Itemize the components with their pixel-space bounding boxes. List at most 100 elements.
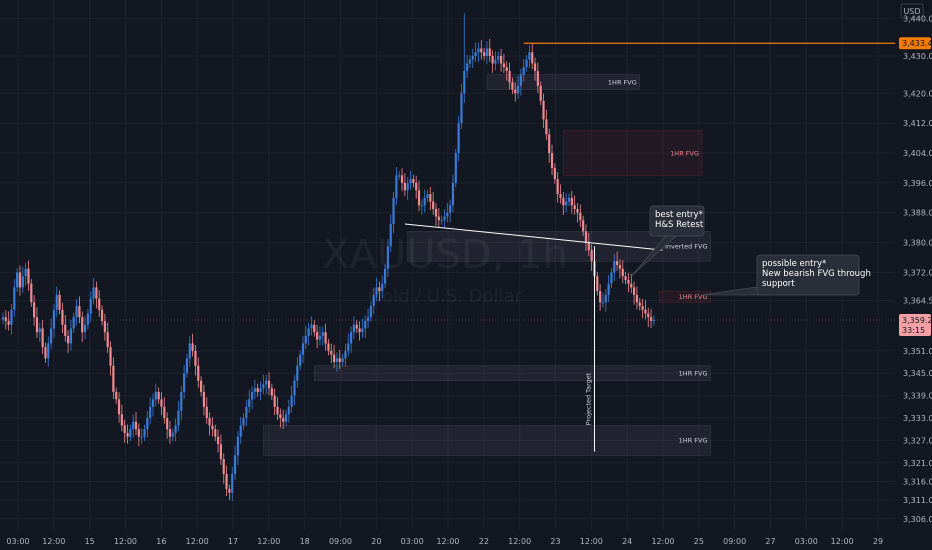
candlestick-series bbox=[1, 13, 655, 502]
candle-body bbox=[505, 67, 508, 71]
candle-body bbox=[27, 268, 30, 284]
candle-body bbox=[324, 332, 327, 344]
candle-body bbox=[273, 395, 276, 407]
candle-body bbox=[202, 391, 206, 407]
candle-body bbox=[468, 59, 472, 64]
candle-body bbox=[519, 74, 522, 86]
candle-body bbox=[403, 182, 406, 191]
candle-body bbox=[7, 320, 10, 325]
candle-body bbox=[228, 488, 231, 493]
time-tick-label: 15 bbox=[85, 537, 95, 546]
callout: best entry*H&S Retest bbox=[630, 205, 705, 277]
candle-body bbox=[349, 332, 353, 344]
candle-body bbox=[426, 194, 429, 198]
candle-body bbox=[61, 309, 64, 325]
candle-body bbox=[140, 436, 143, 438]
candle-body bbox=[533, 63, 537, 71]
price-tick-label: 3,430.00 bbox=[903, 52, 932, 61]
candle-body bbox=[239, 425, 242, 437]
fvg-zone-label: 1HR FVG bbox=[679, 293, 708, 301]
callout-text-line: possible entry* bbox=[762, 259, 826, 269]
candle-body bbox=[420, 205, 423, 207]
candle-body bbox=[282, 418, 285, 422]
candle-body bbox=[528, 52, 531, 60]
candle-body bbox=[355, 324, 358, 329]
candle-body bbox=[437, 216, 440, 221]
time-tick-label: 18 bbox=[300, 537, 310, 546]
candle-body bbox=[214, 429, 217, 437]
time-tick-label: 12:00 bbox=[42, 537, 65, 546]
candle-body bbox=[516, 85, 520, 94]
candle-body bbox=[106, 332, 109, 348]
candle-body bbox=[392, 197, 395, 224]
candle-body bbox=[44, 347, 47, 359]
time-tick-label: 12:00 bbox=[257, 537, 280, 546]
price-tick-label: 3,412.00 bbox=[903, 119, 932, 128]
candle-body bbox=[338, 358, 341, 363]
candle-body bbox=[236, 436, 239, 456]
candle-body bbox=[446, 212, 449, 217]
candle-body bbox=[307, 328, 310, 336]
candle-body bbox=[242, 418, 245, 426]
time-tick-label: 12:00 bbox=[831, 537, 854, 546]
candle-body bbox=[293, 380, 296, 396]
time-tick-label: 12:00 bbox=[651, 537, 674, 546]
currency-label: USD bbox=[903, 7, 920, 16]
time-tick-label: 03:00 bbox=[6, 537, 29, 546]
candle-body bbox=[16, 272, 19, 288]
candle-body bbox=[250, 391, 254, 400]
candle-body bbox=[200, 380, 203, 392]
candle-body bbox=[168, 429, 172, 437]
candle-body bbox=[344, 350, 347, 359]
time-tick-label: 03:00 bbox=[795, 537, 818, 546]
candle-body bbox=[313, 324, 316, 333]
price-tick-label: 3,420.00 bbox=[903, 89, 932, 98]
grid-lines bbox=[0, 0, 895, 530]
price-tick-label: 3,380.00 bbox=[903, 239, 932, 248]
candle-body bbox=[245, 406, 248, 419]
candle-body bbox=[644, 309, 647, 314]
candle-body bbox=[358, 328, 361, 333]
candle-body bbox=[378, 287, 381, 292]
candle-body bbox=[64, 324, 67, 336]
candle-body bbox=[514, 89, 517, 94]
candle-body bbox=[599, 291, 602, 303]
watermark-description: Gold / U.S. Dollar bbox=[368, 286, 523, 307]
price-tick-label: 3,345.00 bbox=[903, 369, 932, 378]
price-tick-label: 3,396.00 bbox=[903, 179, 932, 188]
candle-body bbox=[66, 335, 70, 344]
candle-body bbox=[296, 365, 299, 381]
candle-body bbox=[327, 343, 330, 351]
candle-body bbox=[211, 425, 214, 430]
candle-body bbox=[429, 194, 432, 202]
candle-body bbox=[216, 436, 220, 445]
time-tick-label: 27 bbox=[765, 537, 775, 546]
candle-body bbox=[52, 309, 56, 329]
candle-body bbox=[81, 317, 84, 333]
time-tick-label: 12:00 bbox=[114, 537, 137, 546]
candle-body bbox=[618, 265, 622, 269]
time-tick-label: 12:00 bbox=[508, 537, 531, 546]
candle-body bbox=[335, 358, 339, 363]
candle-body bbox=[132, 421, 135, 430]
candle-body bbox=[92, 287, 95, 299]
candle-body bbox=[24, 268, 27, 277]
candle-body bbox=[183, 373, 186, 392]
candle-body bbox=[573, 205, 576, 210]
candle-body bbox=[341, 358, 344, 363]
candle-body bbox=[299, 354, 302, 366]
candle-body bbox=[497, 55, 500, 60]
candle-body bbox=[610, 272, 613, 284]
candle-body bbox=[197, 365, 200, 381]
candle-body bbox=[550, 153, 554, 168]
currency-box[interactable] bbox=[900, 3, 924, 19]
candle-body bbox=[222, 459, 225, 475]
callout-text-line: best entry* bbox=[655, 210, 703, 220]
candle-body bbox=[262, 384, 265, 389]
callout-box bbox=[756, 254, 860, 296]
callout-text-line: H&S Retest bbox=[655, 220, 704, 230]
time-axis[interactable]: 03:00 12:00 15 12:00 16 12:00 17 12:00 18 09:00 20… bbox=[6, 537, 883, 546]
price-axis[interactable]: USD 3,440.00 3,430.00 3,420.00 3,412.00 3,40… bbox=[895, 0, 932, 550]
